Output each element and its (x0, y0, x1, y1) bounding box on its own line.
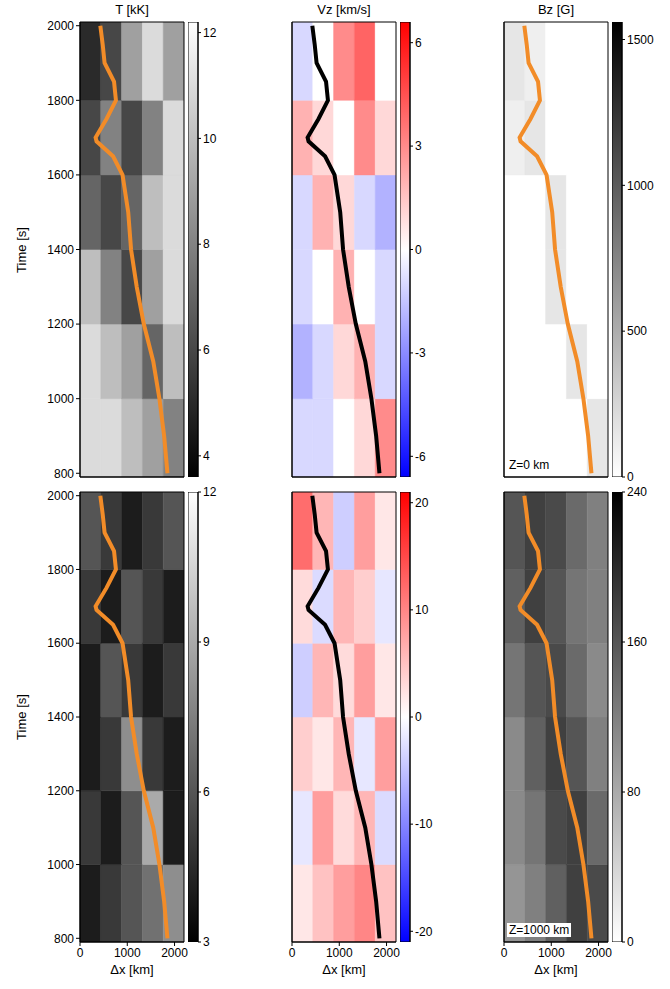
svg-text:1000: 1000 (627, 179, 654, 193)
svg-text:1200: 1200 (47, 317, 74, 331)
svg-text:-3: -3 (415, 346, 426, 360)
svg-text:1000: 1000 (326, 946, 353, 960)
svg-text:9: 9 (203, 635, 210, 649)
svg-text:6: 6 (203, 785, 210, 799)
svg-text:0: 0 (501, 946, 508, 960)
html-text:Δx [km]: Δx [km] (534, 962, 578, 977)
svg-text:1000: 1000 (47, 858, 74, 872)
svg-text:0: 0 (415, 710, 422, 724)
svg-text:0: 0 (627, 470, 634, 483)
svg-text:240: 240 (627, 485, 647, 499)
svg-text:1400: 1400 (47, 243, 74, 257)
html-text:Δx [km]: Δx [km] (110, 962, 154, 977)
svg-text:1800: 1800 (47, 94, 74, 108)
svg-text:10: 10 (203, 132, 217, 146)
svg-text:2000: 2000 (47, 19, 74, 33)
svg-text:4: 4 (203, 449, 210, 463)
svg-text:800: 800 (54, 932, 74, 946)
svg-text:1400: 1400 (47, 710, 74, 724)
svg-text:1000: 1000 (47, 392, 74, 406)
html-text:Δx [km]: Δx [km] (322, 962, 366, 977)
svg-text:3: 3 (203, 935, 210, 949)
html-text:Bz [G]: Bz [G] (537, 2, 575, 17)
svg-text:2000: 2000 (161, 946, 188, 960)
svg-text:2000: 2000 (585, 946, 612, 960)
svg-text:8: 8 (203, 237, 210, 251)
svg-text:3: 3 (415, 139, 422, 153)
svg-text:800: 800 (54, 467, 74, 481)
svg-text:1000: 1000 (538, 946, 565, 960)
html-text:T [kK]: T [kK] (115, 2, 149, 17)
svg-text:-20: -20 (415, 925, 433, 939)
html-text:Vz [km/s]: Vz [km/s] (317, 2, 371, 17)
svg-text:1500: 1500 (627, 33, 654, 47)
svg-text:6: 6 (415, 36, 422, 50)
svg-text:0: 0 (627, 935, 634, 949)
svg-text:0: 0 (415, 243, 422, 257)
html-text:Time [s]: Time [s] (14, 694, 29, 740)
html-text:Z=1000 km: Z=1000 km (509, 923, 570, 937)
svg-text:12: 12 (203, 26, 217, 40)
svg-text:0: 0 (77, 946, 84, 960)
svg-text:2000: 2000 (47, 489, 74, 503)
svg-text:1600: 1600 (47, 168, 74, 182)
svg-text:6: 6 (203, 343, 210, 357)
svg-text:160: 160 (627, 635, 647, 649)
svg-text:20: 20 (415, 496, 429, 510)
svg-text:1000: 1000 (114, 946, 141, 960)
html-text:Time [s]: Time [s] (14, 226, 29, 273)
svg-text:-6: -6 (415, 450, 426, 464)
svg-text:2000: 2000 (373, 946, 400, 960)
svg-text:1200: 1200 (47, 784, 74, 798)
svg-text:80: 80 (627, 785, 641, 799)
html-text:Z=0 km: Z=0 km (509, 458, 550, 472)
svg-text:500: 500 (627, 324, 647, 338)
svg-text:0: 0 (289, 946, 296, 960)
svg-text:1600: 1600 (47, 636, 74, 650)
svg-text:12: 12 (203, 485, 217, 499)
svg-text:10: 10 (415, 603, 429, 617)
svg-text:1800: 1800 (47, 563, 74, 577)
svg-text:-10: -10 (415, 817, 433, 831)
